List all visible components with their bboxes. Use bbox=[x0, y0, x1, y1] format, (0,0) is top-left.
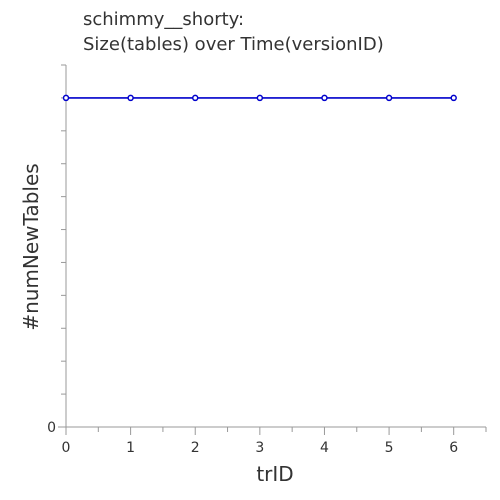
data-point bbox=[62, 94, 70, 102]
x-tick-label: 4 bbox=[320, 440, 329, 456]
data-point bbox=[450, 94, 457, 102]
x-axis-label: trID bbox=[256, 462, 293, 486]
y-tick-label: 0 bbox=[47, 420, 56, 436]
chart-title-line1: schimmy__shorty: bbox=[83, 9, 244, 30]
x-tick-label: 6 bbox=[449, 440, 458, 456]
chart-title-line2: Size(tables) over Time(versionID) bbox=[83, 34, 384, 55]
x-tick-label: 1 bbox=[126, 440, 135, 456]
x-tick-label: 3 bbox=[255, 440, 264, 456]
data-point bbox=[127, 94, 134, 102]
data-point bbox=[191, 94, 199, 102]
x-tick-label: 0 bbox=[62, 440, 71, 456]
plot-area bbox=[62, 94, 457, 102]
data-point bbox=[256, 94, 264, 102]
y-axis-label: #numNewTables bbox=[19, 163, 43, 330]
x-tick-label: 2 bbox=[191, 440, 200, 456]
data-point bbox=[385, 94, 393, 102]
data-point bbox=[321, 94, 328, 102]
x-tick-label: 5 bbox=[385, 440, 394, 456]
axes: 0 1 2 3 4 5 6 0 bbox=[47, 64, 487, 456]
